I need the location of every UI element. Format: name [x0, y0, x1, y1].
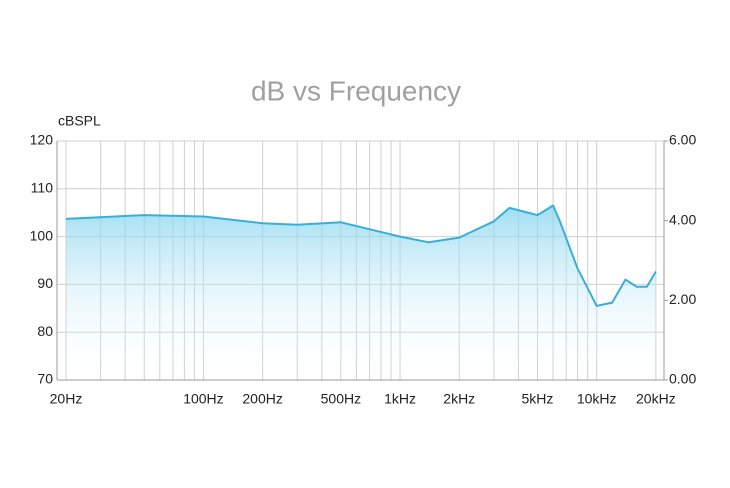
x-tick-label: 100Hz	[183, 391, 223, 407]
y2-tick-label: 4.00	[669, 211, 696, 227]
x-tick-label: 200Hz	[242, 391, 282, 407]
x-tick-label: 10kHz	[577, 391, 617, 407]
chart-title: dB vs Frequency	[251, 75, 461, 106]
x-tick-label: 20kHz	[636, 391, 676, 407]
y-tick-label: 80	[37, 323, 53, 339]
x-tick-label: 5kHz	[522, 391, 554, 407]
line	[65, 204, 657, 307]
y-axis-label: cBSPL	[58, 113, 101, 129]
y2-tick-label: 2.00	[669, 291, 696, 307]
x-tick-label: 20Hz	[50, 391, 83, 407]
y2-tick-label: 0.00	[669, 371, 696, 387]
x-tick-label: 500Hz	[321, 391, 361, 407]
y-tick-label: 100	[30, 227, 54, 243]
y-tick-label: 120	[30, 132, 54, 148]
y-tick-label: 110	[31, 180, 54, 196]
area	[66, 205, 656, 380]
y-tick-label: 70	[37, 371, 53, 387]
x-tick-label: 2kHz	[443, 391, 475, 407]
x-tick-label: 1kHz	[384, 391, 416, 407]
y-tick-label: 90	[37, 275, 53, 291]
y2-tick-label: 6.00	[669, 132, 696, 148]
